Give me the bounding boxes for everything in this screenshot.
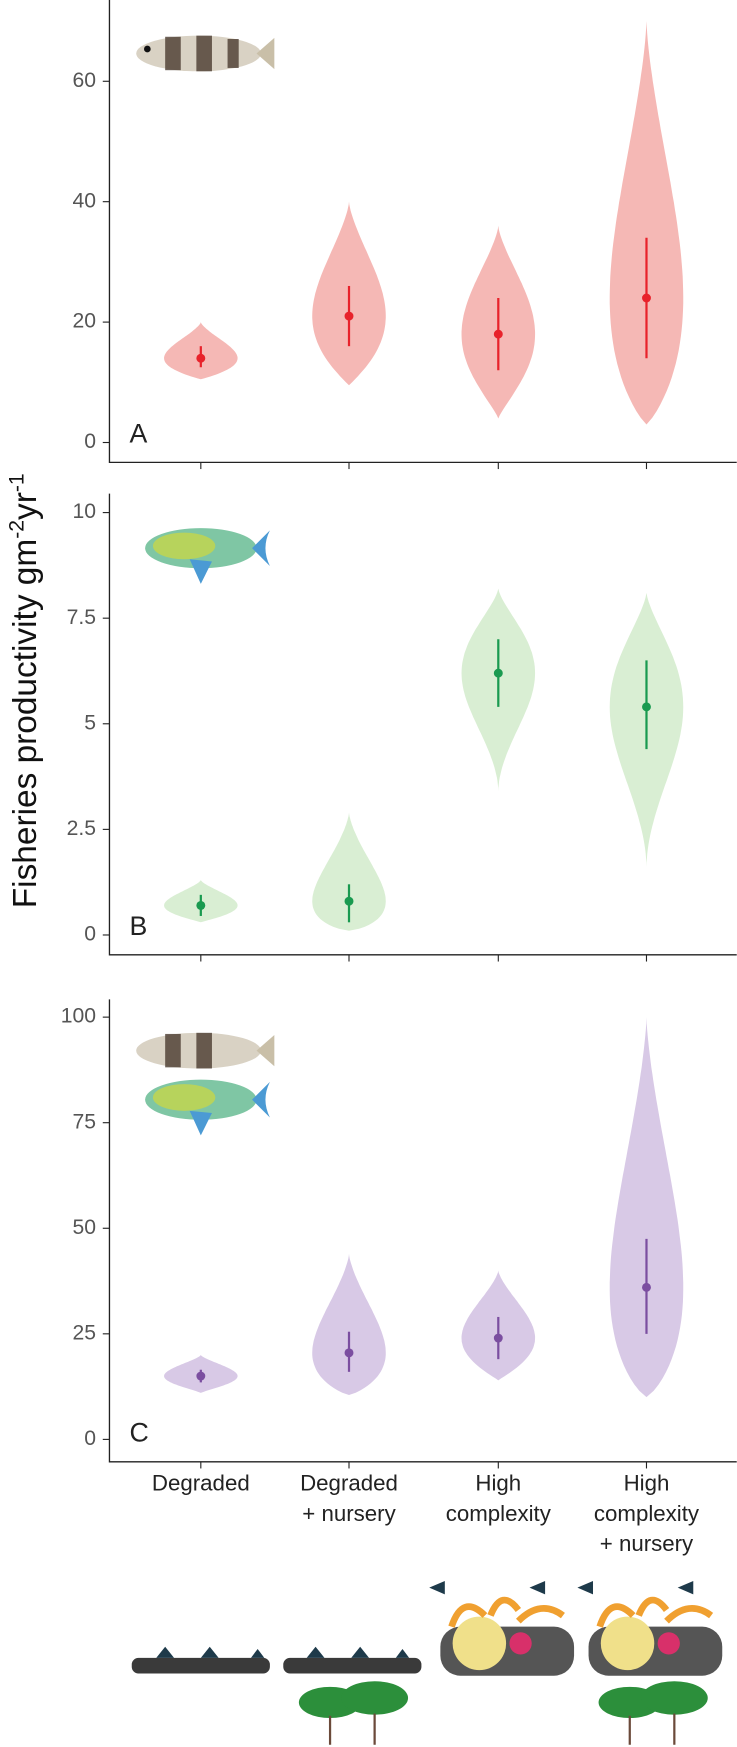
grouper-icon	[136, 1032, 275, 1069]
violin	[609, 1017, 684, 1398]
y-tick-label: 25	[73, 1321, 97, 1344]
y-tick-label: 100	[61, 1005, 96, 1028]
y-label-text: Fisheries productivity gm	[7, 539, 44, 908]
panel-label: A	[130, 418, 148, 448]
violin	[609, 21, 684, 425]
median-point	[344, 896, 354, 906]
y-tick-label: 10	[73, 500, 97, 523]
y-tick-label: 5	[84, 711, 96, 734]
x-tick-label: Degraded	[152, 1471, 250, 1496]
panel-label: C	[130, 1418, 149, 1448]
x-tick-label: + nursery	[302, 1501, 396, 1526]
grouper-icon	[136, 35, 275, 72]
median-point	[493, 329, 503, 339]
x-tick-label: High	[475, 1471, 521, 1496]
habitat-icons	[131, 1580, 723, 1745]
x-tick-label: complexity	[446, 1501, 552, 1526]
median-point	[196, 353, 206, 363]
axis-line	[108, 493, 737, 956]
median-point	[344, 1348, 354, 1358]
parrotfish-icon	[145, 528, 270, 584]
axis-line	[108, 999, 737, 1463]
median-point	[196, 900, 206, 910]
median-point	[642, 1282, 651, 1292]
y-label-sup: -2	[6, 520, 29, 539]
y-tick-label: 7.5	[67, 606, 96, 629]
y-axis-label: Fisheries productivity gm-2yr-1	[6, 473, 44, 908]
median-point	[642, 293, 651, 303]
x-tick-label: Degraded	[300, 1471, 398, 1496]
y-tick-label: 60	[73, 69, 97, 92]
median-point	[196, 1371, 206, 1381]
median-point	[344, 311, 354, 321]
y-tick-label: 40	[73, 189, 97, 212]
y-label-sup: -1	[6, 473, 29, 492]
y-tick-label: 50	[73, 1216, 97, 1239]
y-label-text: yr	[7, 492, 44, 520]
parrotfish-icon	[145, 1079, 270, 1136]
violin	[312, 1253, 386, 1396]
y-tick-label: 75	[73, 1110, 97, 1133]
y-tick-label: 0	[84, 430, 96, 453]
median-point	[642, 702, 651, 712]
y-tick-label: 20	[73, 310, 97, 333]
panel-label: B	[130, 911, 148, 941]
x-tick-label: complexity	[594, 1501, 700, 1526]
x-tick-label: High	[624, 1471, 670, 1496]
axis-line	[108, 0, 737, 464]
median-point	[493, 668, 503, 678]
x-tick-label: + nursery	[600, 1531, 694, 1556]
y-tick-label: 0	[84, 923, 96, 946]
violin	[312, 812, 386, 931]
y-tick-label: 2.5	[67, 817, 96, 840]
y-tick-label: 0	[84, 1427, 96, 1450]
median-point	[493, 1333, 503, 1343]
